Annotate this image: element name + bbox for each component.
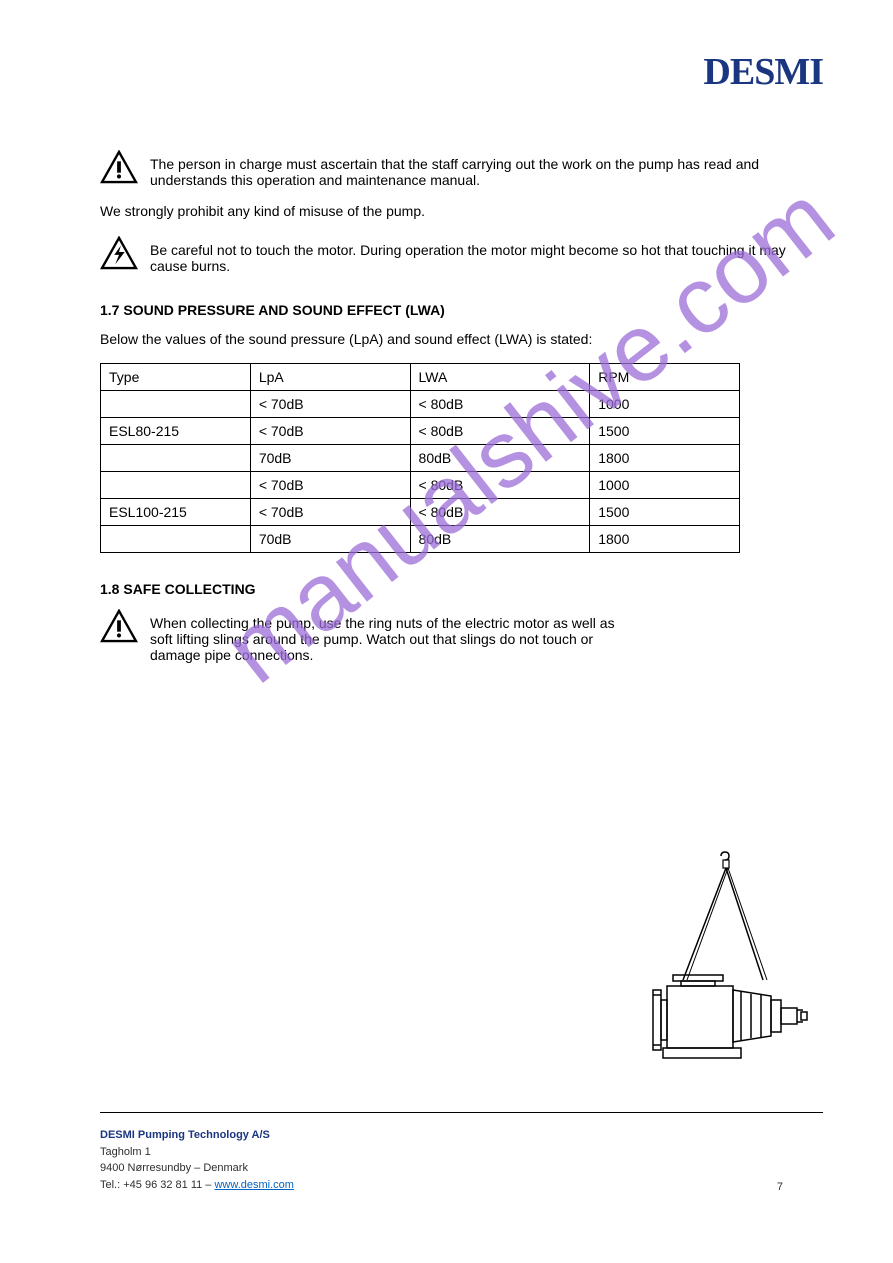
warning-triangle-icon [100,609,138,646]
pump-lifting-diagram [643,850,813,1083]
cell: < 80dB [410,391,590,418]
cell: 1500 [590,499,740,526]
cell: 1800 [590,526,740,553]
cell: ESL80-215 [101,418,251,445]
table-row: 70dB 80dB 1800 [101,445,740,472]
footer-website-link[interactable]: www.desmi.com [214,1179,293,1191]
th-type: Type [101,364,251,391]
cell: < 70dB [250,499,410,526]
warning-block-1: The person in charge must ascertain that… [100,150,813,188]
cell: 1500 [590,418,740,445]
footer-address-2: 9400 Nørresundby – Denmark [100,1162,248,1174]
cell: 70dB [250,445,410,472]
sound-heading: 1.7 SOUND PRESSURE AND SOUND EFFECT (LWA… [100,302,813,318]
footer: DESMI Pumping Technology A/S Tagholm 1 9… [100,1127,823,1193]
cell: < 70dB [250,472,410,499]
cell: 80dB [410,526,590,553]
cell: < 80dB [410,499,590,526]
warning-text-1: The person in charge must ascertain that… [150,150,813,188]
cell [101,445,251,472]
table-header-row: Type LpA LWA RPM [101,364,740,391]
table-row: < 70dB < 80dB 1000 [101,472,740,499]
th-lpa: LpA [250,364,410,391]
cell: < 70dB [250,418,410,445]
table-row: ESL80-215 < 70dB < 80dB 1500 [101,418,740,445]
cell [101,526,251,553]
safe-collecting-block: When collecting the pump, use the ring n… [100,609,813,663]
safe-collecting-heading: 1.8 SAFE COLLECTING [100,581,813,597]
cell: 70dB [250,526,410,553]
cell: < 70dB [250,391,410,418]
footer-tel: Tel.: +45 96 32 81 11 – [100,1179,214,1191]
cell: ESL100-215 [101,499,251,526]
cell: 1000 [590,391,740,418]
cell: 1800 [590,445,740,472]
desmi-logo: DESMI [703,50,823,94]
warning-text-2: Be careful not to touch the motor. Durin… [150,236,813,274]
sound-table: Type LpA LWA RPM < 70dB < 80dB 1000 ESL8… [100,363,740,553]
sound-intro: Below the values of the sound pressure (… [100,330,813,350]
cell [101,391,251,418]
safe-collecting-text: When collecting the pump, use the ring n… [150,609,630,663]
cell [101,472,251,499]
page-number: 7 [777,1181,783,1193]
prohibit-paragraph: We strongly prohibit any kind of misuse … [100,202,813,222]
warning-triangle-icon [100,150,138,187]
electrical-hazard-icon [100,257,138,273]
footer-company: DESMI Pumping Technology A/S [100,1129,270,1141]
cell: < 80dB [410,418,590,445]
cell: 80dB [410,445,590,472]
table-row: < 70dB < 80dB 1000 [101,391,740,418]
cell: < 80dB [410,472,590,499]
footer-address-1: Tagholm 1 [100,1146,151,1158]
warning-block-2: Be careful not to touch the motor. Durin… [100,236,813,274]
th-lwa: LWA [410,364,590,391]
table-row: ESL100-215 < 70dB < 80dB 1500 [101,499,740,526]
table-row: 70dB 80dB 1800 [101,526,740,553]
footer-divider [100,1112,823,1113]
cell: 1000 [590,472,740,499]
th-rpm: RPM [590,364,740,391]
